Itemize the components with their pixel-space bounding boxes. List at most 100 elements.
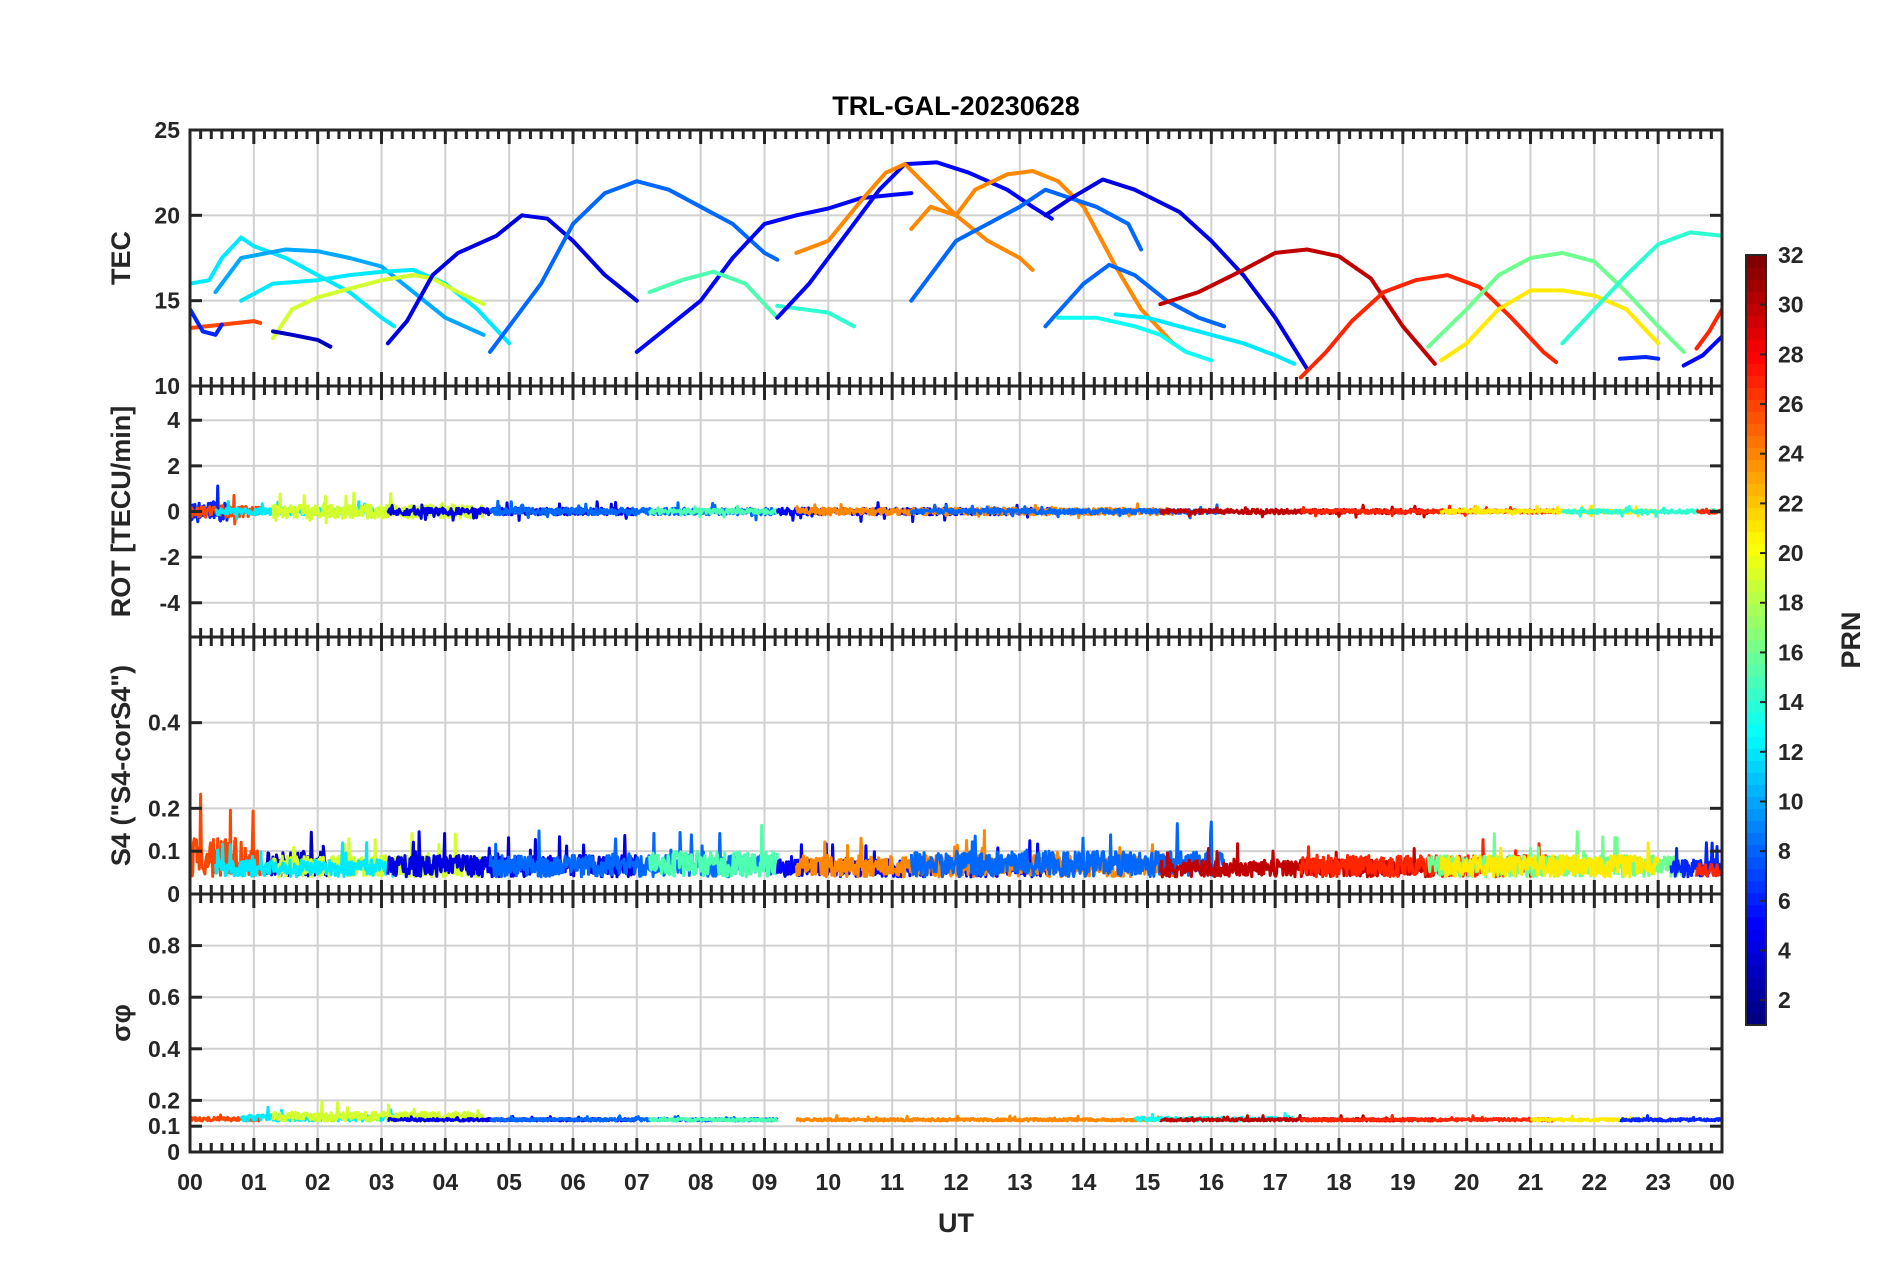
y-tick-label: 0 <box>167 499 180 525</box>
series-prn-6 <box>190 484 230 524</box>
colorbar-tick-label: 28 <box>1778 341 1804 367</box>
colorbar-step <box>1746 507 1766 521</box>
colorbar-step <box>1746 279 1766 292</box>
x-tick-label: 13 <box>1007 1169 1033 1195</box>
colorbar-step <box>1746 447 1766 461</box>
series-prn-24 <box>795 1114 1174 1123</box>
series-prn-6 <box>1669 841 1722 879</box>
chart-title: TRL-GAL-20230628 <box>832 91 1080 121</box>
colorbar-step <box>1746 291 1766 304</box>
series-prn-27 <box>1695 862 1722 878</box>
series-prn-26 <box>190 319 263 330</box>
x-tick-label: 12 <box>943 1169 969 1195</box>
series-prn-12 <box>239 267 512 346</box>
y-tick-label: 10 <box>154 373 180 399</box>
series-prn-4 <box>385 213 639 346</box>
y-axis-label-sigma_phi: σφ <box>106 1004 136 1042</box>
series-prn-21 <box>1439 288 1661 363</box>
colorbar-step <box>1746 964 1766 978</box>
series-prn-16 <box>1426 250 1686 354</box>
colorbar-step <box>1746 652 1766 665</box>
colorbar-step <box>1746 351 1766 364</box>
colorbar-step <box>1746 603 1766 617</box>
colorbar-step <box>1746 423 1766 437</box>
x-tick-label: 23 <box>1645 1169 1671 1195</box>
colorbar-step <box>1746 676 1766 689</box>
colorbar-step <box>1746 808 1766 822</box>
colorbar-step <box>1746 760 1766 773</box>
series-prn-10 <box>213 247 486 337</box>
colorbar-step <box>1746 555 1766 569</box>
x-tick-label: 11 <box>880 1169 905 1195</box>
colorbar-step <box>1746 784 1766 798</box>
colorbar-step <box>1746 471 1766 485</box>
colorbar-step <box>1746 772 1766 785</box>
series-prn-15 <box>647 269 780 320</box>
series-prn-4 <box>1043 177 1310 371</box>
colorbar-step <box>1746 255 1766 268</box>
x-tick-label: 16 <box>1199 1169 1225 1195</box>
colorbar-step <box>1746 1000 1766 1014</box>
y-tick-label: -2 <box>160 544 180 570</box>
x-tick-label: 05 <box>496 1169 522 1195</box>
panel-s4: 0 0.1 0.2 0.4 S4 ("S4-corS4") <box>106 635 1724 907</box>
x-tick-label: 17 <box>1262 1169 1288 1195</box>
x-tick-label: 15 <box>1135 1169 1161 1195</box>
y-tick-label: 0.6 <box>148 984 180 1010</box>
colorbar-step <box>1746 712 1766 725</box>
series-prn-24 <box>794 162 1035 272</box>
colorbar-tick-label: 16 <box>1778 639 1804 665</box>
panel-rot: -4 -2 0 2 4 ROT [TECU/min] <box>106 384 1724 639</box>
colorbar-step <box>1746 892 1766 906</box>
colorbar-step <box>1746 387 1766 400</box>
colorbar-step <box>1746 435 1766 449</box>
colorbar-tick-label: 6 <box>1778 888 1791 914</box>
series-prn-27 <box>1299 1114 1557 1123</box>
colorbar-step <box>1746 640 1766 653</box>
colorbar-step <box>1746 700 1766 713</box>
x-tick-label: 21 <box>1518 1169 1544 1195</box>
series-prn-30 <box>1158 247 1437 366</box>
colorbar-tick-label: 32 <box>1778 242 1804 268</box>
colorbar-step <box>1746 567 1766 581</box>
y-tick-label: -4 <box>160 590 181 616</box>
x-tick-label: 03 <box>369 1169 395 1195</box>
series-prn-14 <box>1561 504 1722 518</box>
series-prn-27 <box>1694 307 1722 351</box>
colorbar-tick-label: 22 <box>1778 490 1804 516</box>
colorbar-step <box>1746 495 1766 509</box>
colorbar-tick-label: 24 <box>1778 441 1804 467</box>
x-tick-label: 02 <box>305 1169 331 1195</box>
panel-sigma_phi: 00.10.2 0.4 0.6 0.8 σφ <box>106 892 1724 1165</box>
x-tick-label: 18 <box>1326 1169 1352 1195</box>
colorbar-step <box>1746 928 1766 942</box>
colorbar-step <box>1746 868 1766 882</box>
series-prn-13 <box>1056 315 1214 363</box>
series-prn-21 <box>1439 841 1660 879</box>
series-prn-8 <box>488 179 780 354</box>
colorbar-step <box>1746 856 1766 870</box>
colorbar-step <box>1746 844 1766 858</box>
colorbar-step <box>1746 748 1766 761</box>
colorbar-step <box>1746 411 1766 425</box>
colorbar-step <box>1746 736 1766 749</box>
panel-tec: 10 15 20 25 TEC <box>106 117 1724 399</box>
colorbar-step <box>1746 399 1766 413</box>
series-prn-3 <box>271 329 333 349</box>
colorbar-step <box>1746 363 1766 376</box>
x-tick-label: 00 <box>1709 1169 1735 1195</box>
colorbar-step <box>1746 916 1766 930</box>
y-tick-label: 0 <box>167 881 180 907</box>
series-prn-24 <box>909 169 1175 346</box>
colorbar-step <box>1746 820 1766 834</box>
series-s4 <box>190 792 1722 879</box>
x-tick-label: 01 <box>241 1169 267 1195</box>
x-tick-label: 08 <box>688 1169 714 1195</box>
y-tick-label: 0.2 <box>148 795 180 821</box>
y-tick-label: 25 <box>154 117 180 143</box>
colorbar-step <box>1746 880 1766 894</box>
colorbar-step <box>1746 303 1766 316</box>
colorbar-step <box>1746 976 1766 990</box>
